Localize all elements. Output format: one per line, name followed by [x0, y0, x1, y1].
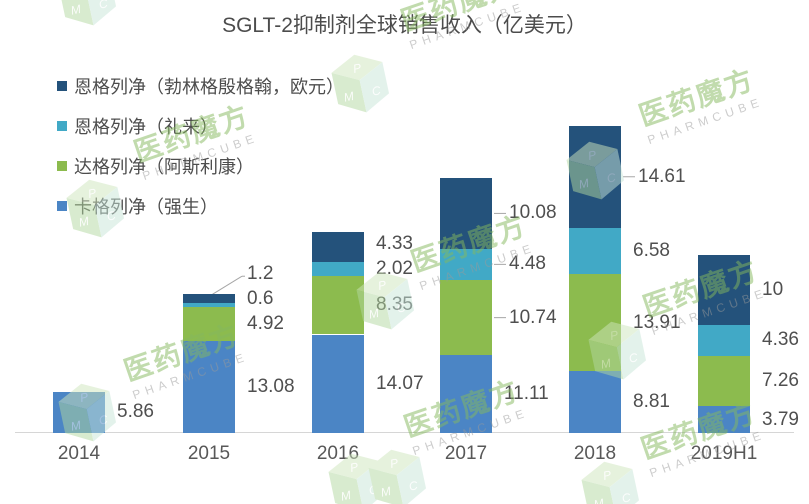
bar-segment-2019H1-s0: [698, 406, 750, 433]
data-label: 10.08: [509, 202, 557, 224]
legend-swatch-icon: [57, 81, 67, 91]
data-label: 3.79: [762, 408, 799, 430]
data-label: 6.58: [633, 239, 670, 261]
data-label: 0.6: [247, 288, 274, 310]
x-axis-label-2015: 2015: [187, 443, 231, 464]
legend-label: 恩格列净（礼来）: [74, 117, 218, 137]
bar-segment-2016-s1: [312, 276, 364, 335]
legend-swatch-icon: [57, 121, 67, 131]
bar-segment-2016-s0: [312, 334, 364, 433]
x-axis-label-2019H1: 2019H1: [690, 443, 758, 464]
bar-segment-2015-s1: [183, 307, 235, 342]
x-axis-label-2017: 2017: [444, 443, 488, 464]
bar-segment-2019H1-s3: [698, 255, 750, 326]
legend-label: 恩格列净（勃林格殷格翰，欧元）: [74, 77, 344, 97]
chart-title: SGLT-2抑制剂全球销售收入（亿美元）: [222, 14, 587, 37]
data-label: 11.11: [504, 383, 549, 405]
x-axis-label-2018: 2018: [573, 443, 617, 464]
bar-segment-2015-s0: [183, 341, 235, 433]
data-label: 4.92: [247, 313, 284, 335]
bar-segment-2015-s2: [183, 302, 235, 307]
legend-item: 恩格列净（勃林格殷格翰，欧元）: [57, 66, 344, 106]
legend-label: 达格列净（阿斯利康）: [74, 157, 254, 177]
bar-segment-2018-s3: [569, 125, 621, 228]
data-label: 5.86: [117, 401, 154, 423]
data-label: 10.74: [509, 306, 557, 328]
legend-item: 达格列净（阿斯利康）: [57, 146, 344, 186]
bar-segment-2014-s0: [53, 391, 105, 433]
legend-swatch-icon: [57, 201, 67, 211]
bar-segment-2018-s2: [569, 227, 621, 274]
data-label: 4.33: [376, 232, 413, 254]
x-axis-line: [15, 432, 794, 433]
data-label: 13.91: [633, 311, 681, 333]
bar-segment-2017-s1: [440, 280, 492, 356]
bar-segment-2016-s3: [312, 231, 364, 262]
data-label: 13.08: [247, 376, 295, 398]
bar-segment-2017-s0: [440, 355, 492, 433]
bar-segment-2016-s2: [312, 261, 364, 277]
legend-label: 卡格列净（强生）: [74, 197, 218, 217]
data-label: 2.02: [376, 257, 413, 279]
data-label: 7.26: [762, 370, 799, 392]
legend-swatch-icon: [57, 161, 67, 171]
legend: 恩格列净（勃林格殷格翰，欧元） 恩格列净（礼来） 达格列净（阿斯利康） 卡格列净（强生…: [57, 66, 344, 226]
bar-segment-2019H1-s2: [698, 325, 750, 356]
data-label: 8.35: [376, 294, 413, 316]
bar-segment-2018-s1: [569, 273, 621, 372]
data-label: 14.61: [638, 165, 686, 187]
data-label: 14.07: [376, 372, 424, 394]
data-label: 10: [762, 279, 784, 301]
x-axis-label-2014: 2014: [57, 443, 101, 464]
bar-segment-2017-s3: [440, 178, 492, 249]
legend-item: 卡格列净（强生）: [57, 186, 344, 226]
bar-segment-2019H1-s1: [698, 355, 750, 407]
x-axis-label-2016: 2016: [316, 443, 360, 464]
data-label: 8.81: [633, 391, 670, 413]
legend-item: 恩格列净（礼来）: [57, 106, 344, 146]
bar-segment-2018-s0: [569, 371, 621, 433]
data-label: 1.2: [247, 263, 274, 285]
data-label: 4.48: [509, 253, 546, 275]
bar-segment-2015-s3: [183, 294, 235, 303]
data-label: 4.36: [762, 329, 799, 351]
bar-segment-2017-s2: [440, 248, 492, 281]
